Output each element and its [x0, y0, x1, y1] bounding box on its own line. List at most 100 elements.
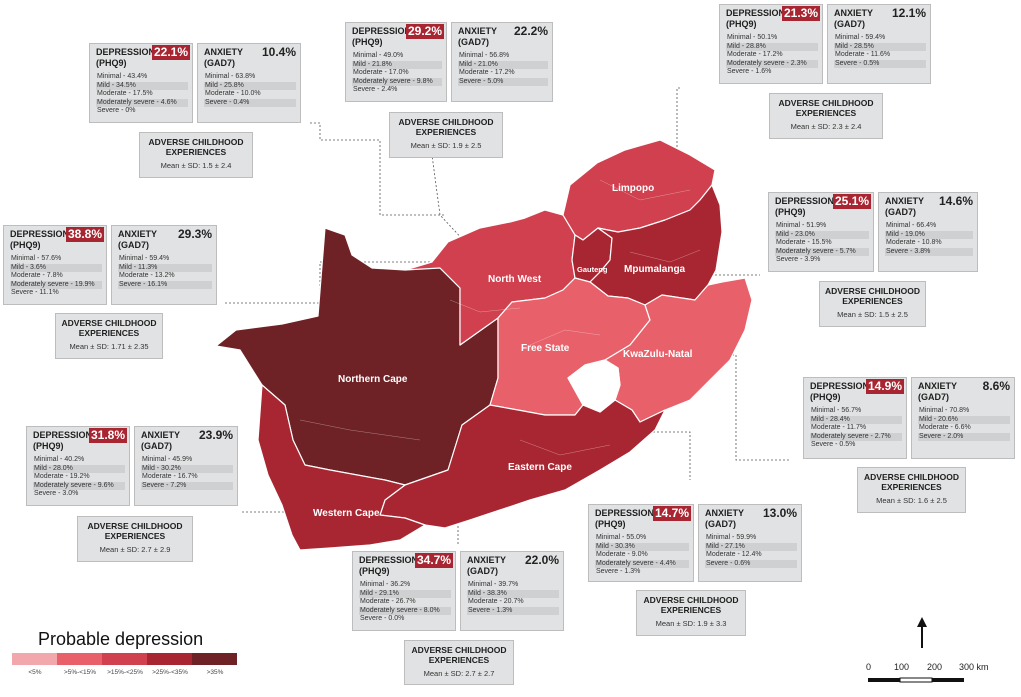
depression-row: Moderate - 26.7% — [360, 598, 416, 606]
depression-row: Moderate - 7.8% — [11, 272, 63, 280]
anxiety-header: ANXIETY (GAD7) — [699, 505, 801, 530]
ace-title-line2: EXPERIENCES — [165, 147, 227, 157]
ace-eastern-cape: ADVERSE CHILDHOOD EXPERIENCES Mean ± SD: 2… — [404, 640, 514, 685]
depression-row: Moderately severe - 2.7% — [810, 432, 902, 442]
ace-mean-sd: Mean ± SD: 2.7 ± 2.9 — [99, 545, 171, 554]
anxiety-row: Severe - 1.3% — [467, 606, 559, 616]
ace-title-line1: ADVERSE CHILDHOOD — [411, 645, 507, 655]
anxiety-row: Moderate - 6.6% — [919, 424, 971, 432]
label-north-west: North West — [488, 274, 542, 285]
ace-title-line1: ADVERSE CHILDHOOD — [643, 595, 739, 605]
anxiety-header: ANXIETY (GAD7) — [452, 23, 552, 48]
anxiety-row: Minimal - 59.4% — [119, 255, 170, 262]
anxiety-row: Mild - 25.8% — [204, 81, 296, 91]
ace-north-west: ADVERSE CHILDHOOD EXPERIENCES Mean ± SD: 1… — [389, 112, 503, 158]
depression-box: DEPRESSION (PHQ9) 38.8% Minimal - 57.6% Mild… — [3, 225, 107, 305]
legend-swatch-5 — [192, 653, 237, 665]
depression-row: Moderately severe - 4.4% — [595, 559, 689, 569]
ace-title-line2: EXPERIENCES — [78, 328, 140, 338]
depression-row: Mild - 23.0% — [775, 230, 869, 240]
anxiety-percent: 29.3% — [177, 227, 212, 241]
anxiety-box: ANXIETY (GAD7) 23.9% Minimal - 45.9% Mild - … — [134, 426, 238, 506]
anxiety-row: Severe - 5.0% — [458, 77, 548, 87]
card-western-cape: DEPRESSION (PHQ9) 31.8% Minimal - 40.2% Mild… — [26, 426, 238, 506]
ace-title-line2: EXPERIENCES — [660, 605, 722, 615]
label-mpumalanga: Mpumalanga — [624, 264, 686, 275]
legend-swatch-3 — [102, 653, 147, 665]
depression-row: Severe - 11.1% — [11, 289, 59, 297]
scale-bar — [868, 677, 964, 683]
depression-row: Moderate - 9.0% — [596, 551, 648, 559]
anxiety-row: Moderate - 13.2% — [119, 272, 175, 280]
scale-tick-0: 0 — [866, 662, 872, 672]
ace-limpopo: ADVERSE CHILDHOOD EXPERIENCES Mean ± SD: 2… — [769, 93, 883, 139]
anxiety-row: Minimal - 45.9% — [142, 456, 193, 463]
legend-label-3: >15%-<25% — [107, 669, 143, 676]
depression-scale: (PHQ9) — [96, 58, 127, 68]
anxiety-row: Mild - 30.2% — [141, 464, 233, 474]
depression-row: Mild - 28.8% — [726, 42, 818, 52]
anxiety-title: ANXIETY — [918, 381, 958, 391]
depression-box: DEPRESSION (PHQ9) 34.7% Minimal - 36.2% Mild… — [352, 551, 456, 631]
card-mpumalanga: DEPRESSION (PHQ9) 25.1% Minimal - 51.9% Mild… — [768, 192, 978, 272]
depression-row: Mild - 21.8% — [352, 60, 442, 70]
anxiety-scale: (GAD7) — [705, 519, 736, 529]
ace-title-line2: EXPERIENCES — [842, 296, 903, 306]
anxiety-box: ANXIETY (GAD7) 14.6% Minimal - 66.4% Mild - … — [878, 192, 978, 272]
anxiety-row: Minimal - 59.9% — [706, 534, 757, 541]
depression-percent: 29.2% — [405, 24, 444, 39]
anxiety-percent: 23.9% — [198, 428, 233, 442]
depression-row: Minimal - 56.7% — [811, 407, 862, 414]
depression-header: DEPRESSION (PHQ9) — [804, 378, 906, 403]
anxiety-row: Minimal - 63.8% — [205, 73, 256, 80]
ace-title-line2: EXPERIENCES — [415, 127, 477, 137]
depression-row: Mild - 29.1% — [359, 589, 451, 599]
ace-title-line2: EXPERIENCES — [795, 108, 857, 118]
depression-title: DEPRESSION — [775, 196, 835, 206]
depression-row: Minimal - 50.1% — [727, 34, 778, 41]
depression-header: DEPRESSION (PHQ9) — [346, 23, 446, 48]
anxiety-row: Mild - 28.5% — [834, 42, 926, 52]
anxiety-row: Moderate - 20.7% — [468, 598, 524, 606]
ace-title: ADVERSE CHILDHOOD EXPERIENCES — [405, 641, 513, 665]
depression-row: Moderately severe - 8.0% — [359, 606, 451, 616]
anxiety-header: ANXIETY (GAD7) — [198, 44, 300, 69]
depression-scale: (PHQ9) — [595, 519, 626, 529]
anxiety-scale: (GAD7) — [118, 240, 149, 250]
anxiety-row: Moderate - 10.8% — [886, 239, 942, 247]
depression-row: Severe - 1.6% — [727, 68, 772, 76]
leader-north-west — [424, 117, 481, 259]
legend-title: Probable depression — [38, 629, 204, 649]
ace-title-line2: EXPERIENCES — [881, 482, 942, 492]
ace-title-line1: ADVERSE CHILDHOOD — [61, 318, 157, 328]
legend-bar — [12, 653, 237, 665]
anxiety-percent: 22.2% — [513, 24, 548, 38]
ace-title-line1: ADVERSE CHILDHOOD — [398, 117, 494, 127]
anxiety-row: Mild - 21.0% — [458, 60, 548, 70]
anxiety-box: ANXIETY (GAD7) 10.4% Minimal - 63.8% Mild - … — [197, 43, 301, 123]
anxiety-percent: 13.0% — [762, 506, 797, 520]
depression-header: DEPRESSION (PHQ9) — [90, 44, 192, 69]
anxiety-box: ANXIETY (GAD7) 22.2% Minimal - 56.8% Mild - … — [451, 22, 553, 102]
anxiety-percent: 12.1% — [891, 6, 926, 20]
ace-mean-sd: Mean ± SD: 2.7 ± 2.7 — [423, 669, 495, 678]
anxiety-header: ANXIETY (GAD7) — [135, 427, 237, 452]
anxiety-title: ANXIETY — [204, 47, 244, 57]
depression-percent: 21.3% — [781, 6, 820, 21]
label-kzn: KwaZulu-Natal — [623, 349, 693, 360]
anxiety-box: ANXIETY (GAD7) 22.0% Minimal - 39.7% Mild - … — [460, 551, 564, 631]
ace-western-cape: ADVERSE CHILDHOOD EXPERIENCES Mean ± SD: 2… — [77, 516, 193, 562]
depression-row: Moderately severe - 9.8% — [352, 77, 442, 87]
depression-box: DEPRESSION (PHQ9) 14.7% Minimal - 55.0% Mild… — [588, 504, 694, 582]
anxiety-row: Severe - 2.0% — [918, 432, 1010, 442]
anxiety-title: ANXIETY — [141, 430, 181, 440]
depression-row: Moderate - 15.5% — [776, 239, 832, 247]
depression-row: Moderate - 17.2% — [727, 51, 783, 59]
ace-mean-sd: Mean ± SD: 1.5 ± 2.5 — [837, 310, 908, 319]
depression-row: Minimal - 49.0% — [353, 52, 404, 59]
depression-row: Moderately severe - 4.6% — [96, 98, 188, 108]
anxiety-row: Moderate - 10.0% — [205, 90, 261, 98]
label-eastern-cape: Eastern Cape — [508, 462, 572, 473]
depression-row: Minimal - 36.2% — [360, 581, 411, 588]
